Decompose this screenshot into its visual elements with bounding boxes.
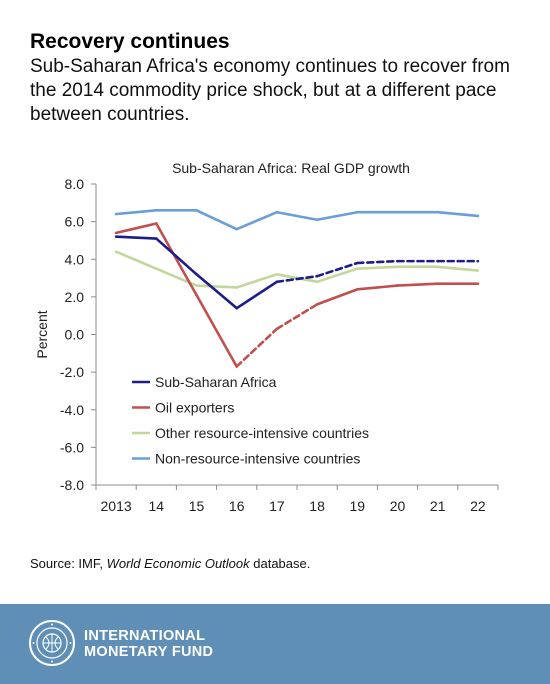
series-line-sub-saharan-africa (315, 261, 359, 278)
source-italic: World Economic Outlook (106, 556, 250, 571)
x-tick-label: 15 (189, 498, 205, 514)
series-line-non-resource-intensive-countries (275, 210, 319, 222)
x-tick-label: 21 (430, 498, 446, 514)
x-tick-label: 14 (149, 498, 165, 514)
series-line-sub-saharan-africa (235, 280, 279, 310)
series-line-oil-exporters (195, 293, 238, 368)
gdp-growth-chart: Sub-Saharan Africa: Real GDP growth 8.0 6.… (34, 160, 499, 514)
series-line-other-resource-intensive-countries (235, 273, 279, 289)
subheadline: Sub-Saharan Africa's economy continues t… (30, 56, 510, 125)
org-name-line1: INTERNATIONAL (84, 628, 206, 644)
imf-seal-icon (29, 620, 75, 666)
x-tick-label: 22 (470, 498, 486, 514)
y-tick-label: 0.0 (65, 327, 85, 343)
chart-container: Sub-Saharan Africa: Real GDP growth 8.0 6.… (0, 150, 550, 530)
series-line-non-resource-intensive-countries (195, 209, 238, 231)
series-line-oil-exporters (355, 284, 399, 291)
series-line-non-resource-intensive-countries (235, 210, 279, 231)
series-line-oil-exporters (235, 327, 279, 368)
series-line-oil-exporters (155, 222, 198, 297)
series-line-other-resource-intensive-countries (315, 267, 359, 284)
series-line-non-resource-intensive-countries (315, 210, 359, 222)
x-tick-label: 17 (269, 498, 285, 514)
footer-banner: INTERNATIONAL MONETARY FUND (0, 604, 550, 684)
headline: Recovery continues (30, 30, 230, 53)
y-tick-label: 4.0 (65, 251, 85, 267)
series-line-oil-exporters (275, 303, 319, 331)
series-line-other-resource-intensive-countries (355, 265, 399, 270)
series-line-oil-exporters (315, 288, 359, 306)
y-tick-label: -6.0 (60, 439, 84, 455)
y-axis-label: Percent (34, 310, 50, 358)
y-tick-label: 2.0 (65, 289, 85, 305)
series-line-other-resource-intensive-countries (114, 250, 158, 270)
source-suffix: database. (249, 556, 311, 571)
org-name-line2: MONETARY FUND (84, 644, 214, 660)
chart-title: Sub-Saharan Africa: Real GDP growth (172, 160, 410, 176)
x-tick-label: 20 (390, 498, 406, 514)
source-prefix: Source: IMF, (30, 556, 107, 571)
y-tick-label: 6.0 (65, 214, 85, 230)
y-tick-label: -4.0 (60, 402, 84, 418)
x-tick-label: 16 (229, 498, 245, 514)
y-tick-label: -8.0 (60, 477, 84, 493)
x-tick-label: 19 (350, 498, 366, 514)
series-line-other-resource-intensive-countries (195, 284, 238, 289)
y-tick-label: -2.0 (60, 364, 84, 380)
series-line-sub-saharan-africa (195, 273, 238, 310)
legend-label: Non-resource-intensive countries (155, 451, 360, 467)
legend-label: Oil exporters (155, 400, 234, 416)
series-line-oil-exporters (396, 282, 440, 287)
source-note: Source: IMF, World Economic Outlook data… (30, 556, 530, 571)
series-line-other-resource-intensive-countries (436, 265, 480, 272)
legend-label: Other resource-intensive countries (155, 425, 369, 441)
x-tick-label: 2013 (101, 498, 132, 514)
series-line-sub-saharan-africa (114, 235, 158, 240)
y-tick-label: 8.0 (65, 176, 85, 192)
series-line-sub-saharan-africa (275, 274, 319, 284)
series-line-sub-saharan-africa (355, 259, 399, 265)
series-line-non-resource-intensive-countries (114, 209, 158, 216)
x-tick-label: 18 (309, 498, 325, 514)
series-line-sub-saharan-africa (155, 237, 198, 276)
legend-label: Sub-Saharan Africa (155, 374, 277, 390)
series-line-non-resource-intensive-countries (436, 210, 480, 218)
series-line-oil-exporters (114, 222, 158, 235)
